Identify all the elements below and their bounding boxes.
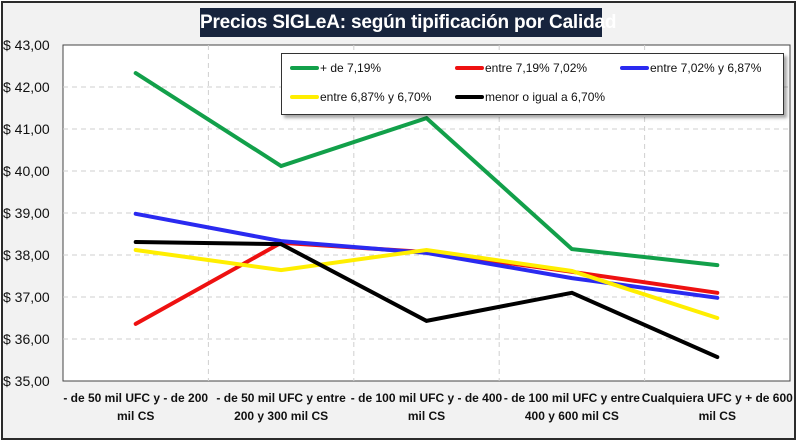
- x-axis: - de 50 mil UFC y - de 200 mil CS - de 50 …: [63, 391, 793, 423]
- y-tick-label: $ 41,00: [3, 121, 50, 137]
- x-tick-label: - de 100 mil UFC y - de 400: [351, 391, 503, 405]
- x-tick-label: - de 50 mil UFC y - de 200: [63, 391, 208, 405]
- y-tick-label: $ 37,00: [3, 289, 50, 305]
- legend-item: + de 7,19%: [290, 61, 381, 75]
- legend-label: menor o igual a 6,70%: [485, 90, 606, 104]
- y-tick-label: $ 40,00: [3, 163, 50, 179]
- legend-label: entre 6,87% y 6,70%: [320, 90, 432, 104]
- legend-swatch: [455, 95, 484, 99]
- legend-label: entre 7,02% y 6,87%: [650, 61, 762, 75]
- y-tick-label: $ 35,00: [3, 373, 50, 389]
- legend-item: entre 6,87% y 6,70%: [290, 90, 431, 104]
- legend-item: entre 7,19% 7,02%: [455, 61, 587, 75]
- x-tick-label: 400 y 600 mil CS: [525, 409, 619, 423]
- legend-swatch: [620, 66, 649, 70]
- y-tick-label: $ 38,00: [3, 247, 50, 263]
- legend-label: + de 7,19%: [320, 61, 382, 75]
- x-tick-label: - de 50 mil UFC y entre: [216, 391, 346, 405]
- legend-item: entre 7,02% y 6,87%: [620, 61, 761, 75]
- y-tick-label: $ 43,00: [3, 37, 50, 53]
- y-tick-label: $ 36,00: [3, 331, 50, 347]
- legend-swatch: [290, 66, 319, 70]
- legend-item: menor o igual a 6,70%: [455, 90, 605, 104]
- legend-swatch: [290, 95, 319, 99]
- y-axis: $ 35,00 $ 36,00 $ 37,00 $ 38,00 $ 39,00 $ 40,…: [3, 37, 50, 389]
- y-tick-label: $ 42,00: [3, 79, 50, 95]
- legend-label: entre 7,19% 7,02%: [485, 61, 588, 75]
- x-tick-label: 200 y 300 mil CS: [234, 409, 328, 423]
- x-tick-label: Cualquiera UFC y + de 600: [642, 391, 793, 405]
- x-tick-label: - de 100 mil UFC y entre: [504, 391, 640, 405]
- x-tick-label: mil CS: [117, 409, 154, 423]
- series-lines: [133, 71, 720, 360]
- x-tick-label: mil CS: [699, 409, 736, 423]
- legend: + de 7,19% entre 7,19% 7,02% entre 7,02%…: [281, 53, 784, 115]
- x-tick-label: mil CS: [408, 409, 445, 423]
- legend-swatch: [455, 66, 484, 70]
- chart-title: Precios SIGLeA: según tipificación por C…: [200, 8, 616, 37]
- y-tick-label: $ 39,00: [3, 205, 50, 221]
